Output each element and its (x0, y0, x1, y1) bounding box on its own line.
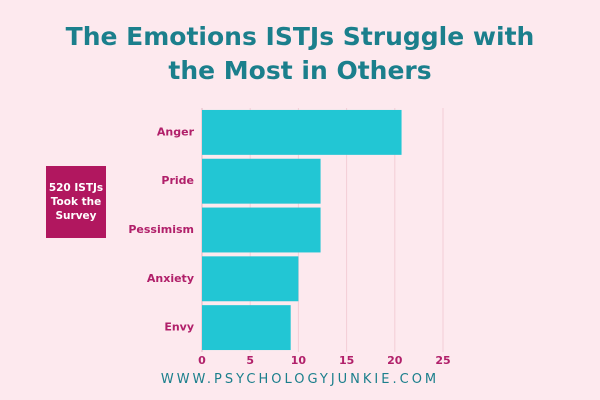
x-tick-label: 5 (246, 354, 254, 367)
bar (202, 256, 299, 302)
x-tick-label: 10 (291, 354, 307, 367)
chart-title: The Emotions ISTJs Struggle with the Mos… (65, 22, 535, 85)
footer: WWW.PSYCHOLOGYJUNKIE.COM (160, 372, 440, 387)
y-tick-label: Pride (161, 174, 194, 187)
y-tick-label: Anger (157, 125, 195, 138)
bar (202, 305, 291, 351)
y-tick-label: Anxiety (147, 272, 194, 285)
x-tick-label: 25 (435, 354, 450, 367)
x-tick-label: 0 (198, 354, 206, 367)
bar (202, 158, 321, 204)
bar (202, 207, 321, 253)
annotation-text: 520 ISTJs Took the Survey (48, 182, 104, 222)
x-tick-label: 20 (387, 354, 403, 367)
bar (202, 109, 402, 155)
x-tick-label: 15 (339, 354, 354, 367)
y-tick-label: Pessimism (128, 223, 194, 236)
annotation: 520 ISTJs Took the Survey (46, 166, 106, 238)
y-tick-label: Envy (164, 321, 194, 334)
